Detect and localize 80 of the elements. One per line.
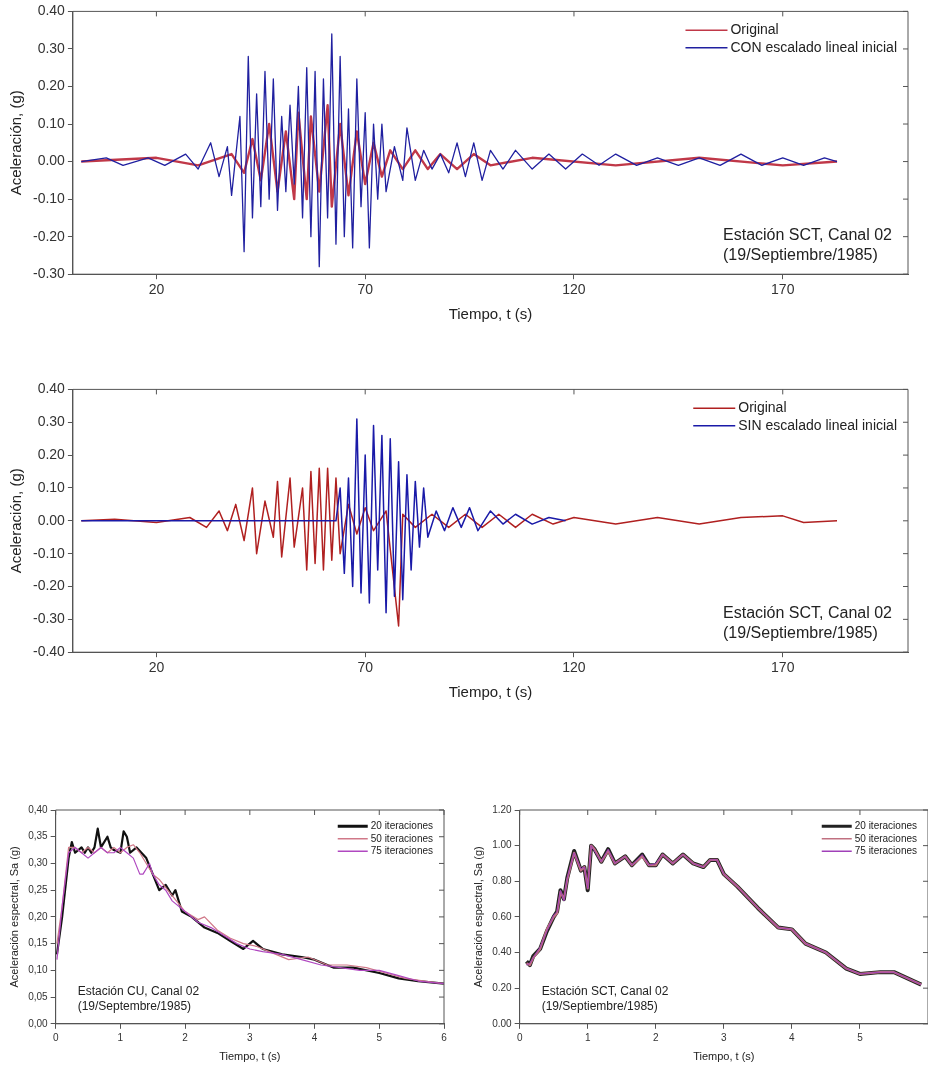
annotation: (19/Septiembre/1985) — [541, 998, 658, 1013]
y-tick-label: 0.80 — [492, 875, 513, 887]
x-tick-label: 1 — [584, 1031, 591, 1043]
y-tick-label: 0,10 — [28, 964, 49, 976]
x-tick-label: 2 — [652, 1031, 659, 1043]
x-tick-label: 170 — [771, 281, 795, 298]
y-tick-label: -0.40 — [32, 643, 66, 660]
legend-label: SIN escalado lineal inicial — [738, 416, 898, 433]
y-tick-label: 0.00 — [37, 511, 66, 528]
legend-label: 20 iteraciones — [370, 820, 433, 831]
annotation: Estación SCT, Canal 02 — [541, 983, 669, 998]
legend-label: 50 iteraciones — [854, 832, 917, 844]
legend-label: CON escalado lineal inicial — [730, 38, 898, 55]
x-axis-title: Tiempo, t (s) — [448, 683, 533, 701]
x-tick-label: 6 — [441, 1031, 448, 1043]
y-axis-title: Aceleración espectral, Sa (g) — [471, 846, 484, 988]
y-tick-label: 0.10 — [37, 478, 66, 495]
y-tick-label: 0,05 — [28, 990, 49, 1002]
y-tick-label: 0.20 — [492, 981, 513, 993]
y-tick-label: 0.60 — [492, 910, 513, 922]
y-tick-label: 0.20 — [37, 445, 66, 462]
y-tick-label: -0.30 — [32, 610, 66, 627]
y-tick-label: 0,00 — [28, 1017, 49, 1029]
y-tick-label: 0.10 — [37, 114, 66, 131]
annotation: (19/Septiembre/1985) — [723, 624, 878, 642]
y-axis-title: Aceleración, (g) — [7, 90, 25, 196]
x-tick-label: 0 — [52, 1031, 59, 1043]
x-axis-title: Tiempo, t (s) — [448, 305, 533, 323]
x-tick-label: 2 — [182, 1031, 189, 1043]
x-tick-label: 120 — [562, 659, 586, 676]
x-tick-label: 70 — [357, 281, 374, 298]
x-tick-label: 3 — [247, 1031, 254, 1043]
legend-label: 50 iteraciones — [370, 832, 433, 844]
y-tick-label: 0,35 — [28, 830, 49, 842]
x-tick-label: 70 — [357, 659, 374, 676]
y-tick-label: -0.30 — [32, 265, 66, 282]
legend-label: Original — [730, 21, 779, 38]
x-axis-title: Tiempo, t (s) — [693, 1050, 755, 1063]
y-tick-label: 0,15 — [28, 937, 49, 949]
y-tick-label: -0.20 — [32, 227, 66, 244]
y-tick-label: -0.20 — [32, 577, 66, 594]
x-tick-label: 120 — [562, 281, 586, 298]
y-tick-label: -0.10 — [32, 189, 66, 206]
x-axis-title: Tiempo, t (s) — [219, 1050, 281, 1063]
y-tick-label: 0,40 — [28, 803, 49, 815]
x-tick-label: 5 — [376, 1031, 383, 1043]
legend-label: Original — [738, 399, 787, 416]
y-tick-label: 1.00 — [492, 839, 513, 851]
x-tick-label: 0 — [516, 1031, 523, 1043]
y-tick-label: 0.30 — [37, 413, 66, 430]
annotation: (19/Septembre/1985) — [77, 998, 192, 1013]
x-tick-label: 4 — [311, 1031, 318, 1043]
annotation: (19/Septiembre/1985) — [723, 246, 878, 264]
y-tick-label: 0.00 — [37, 152, 66, 169]
x-tick-label: 20 — [148, 281, 165, 298]
y-tick-label: 0.30 — [37, 39, 66, 56]
annotation: Estación SCT, Canal 02 — [723, 226, 893, 244]
y-tick-label: 1.20 — [492, 803, 513, 815]
y-tick-label: 0.40 — [37, 380, 66, 397]
x-tick-label: 1 — [117, 1031, 124, 1043]
annotation: Estación SCT, Canal 02 — [723, 604, 893, 622]
y-tick-label: 0.00 — [492, 1017, 513, 1029]
y-tick-label: 0.20 — [37, 77, 66, 94]
legend-label: 20 iteraciones — [854, 820, 917, 831]
y-axis-title: Aceleración, (g) — [7, 468, 25, 574]
x-tick-label: 4 — [789, 1031, 796, 1043]
legend-label: 75 iteraciones — [854, 845, 917, 856]
x-tick-label: 5 — [857, 1031, 864, 1043]
y-tick-label: 0,30 — [28, 857, 49, 869]
annotation: Estación CU, Canal 02 — [77, 983, 200, 998]
y-tick-label: 0,20 — [28, 910, 49, 922]
y-tick-label: 0.40 — [37, 2, 66, 19]
x-tick-label: 20 — [148, 659, 165, 676]
legend-label: 75 iteraciones — [370, 845, 433, 856]
y-tick-label: -0.10 — [32, 544, 66, 561]
x-tick-label: 170 — [771, 659, 795, 676]
y-tick-label: 0.40 — [492, 946, 513, 958]
x-tick-label: 3 — [721, 1031, 728, 1043]
y-axis-title: Aceleración espectral, Sa (g) — [7, 846, 20, 988]
y-tick-label: 0,25 — [28, 883, 49, 895]
